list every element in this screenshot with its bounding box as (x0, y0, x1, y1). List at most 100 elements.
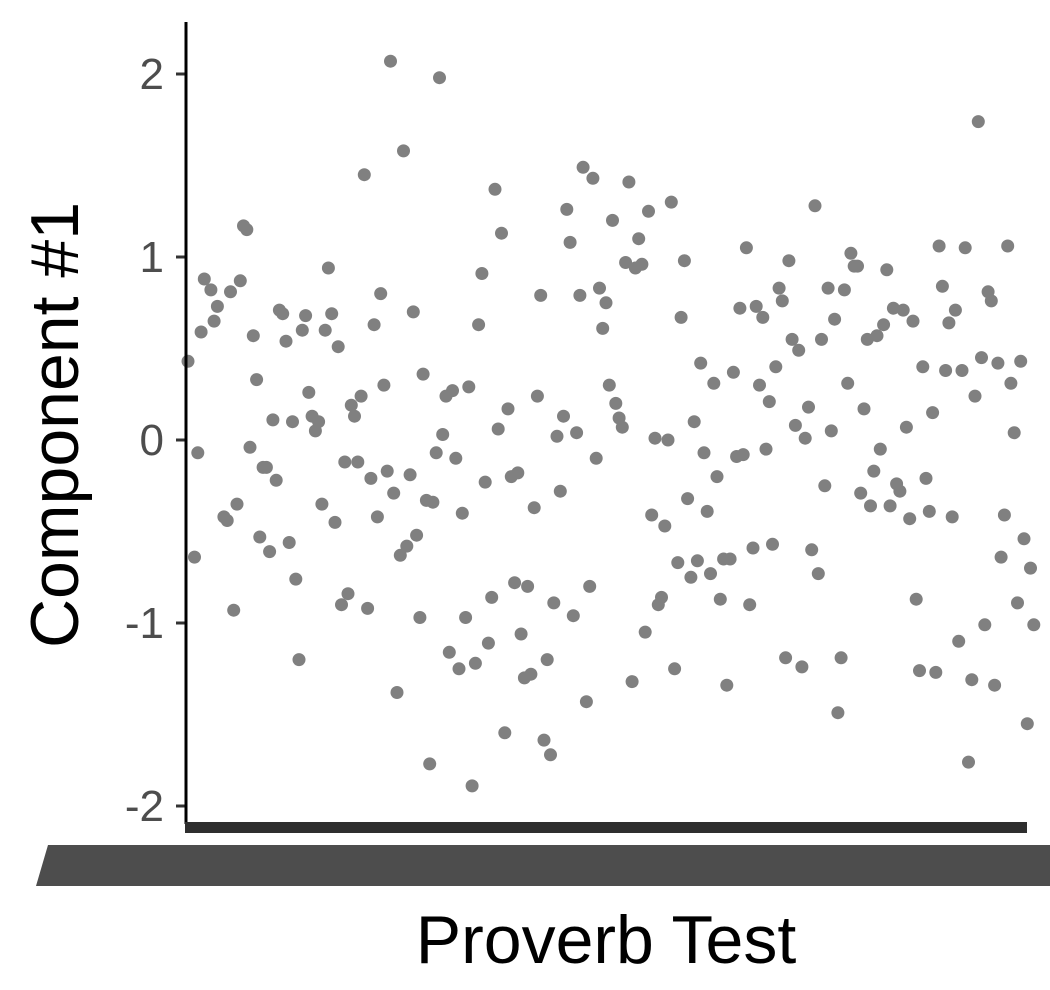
data-point (775, 294, 789, 308)
data-point (713, 592, 727, 606)
data-point (557, 409, 570, 423)
data-point (452, 662, 466, 676)
data-point (370, 510, 384, 524)
data-point (576, 160, 590, 174)
data-point (939, 364, 953, 377)
data-point (837, 283, 851, 297)
data-point (191, 446, 205, 460)
data-point (410, 528, 424, 542)
data-point (991, 356, 1005, 370)
data-point (472, 318, 486, 332)
data-point (459, 611, 473, 624)
data-point (958, 241, 972, 255)
data-point (534, 288, 548, 302)
data-point (540, 653, 554, 667)
data-point (625, 675, 639, 689)
data-point (994, 550, 1008, 564)
data-point (769, 360, 783, 374)
data-point (406, 305, 420, 319)
data-point (726, 365, 740, 379)
data-point (785, 332, 799, 346)
data-point (903, 512, 917, 526)
data-point (739, 241, 753, 255)
data-point (782, 254, 796, 268)
data-point (609, 396, 623, 410)
data-point (821, 281, 835, 295)
data-point (913, 664, 926, 678)
data-point (942, 316, 956, 330)
data-point (586, 171, 600, 185)
data-point (524, 667, 538, 681)
data-point (642, 204, 655, 218)
data-point (521, 579, 535, 593)
data-point (240, 223, 254, 237)
data-point (955, 364, 969, 377)
y-tick-label: 2 (140, 50, 164, 99)
x-axis-tick-label-band (36, 845, 1050, 886)
data-point (384, 54, 397, 68)
data-point (831, 706, 845, 720)
data-point (756, 310, 770, 324)
data-point (965, 673, 979, 687)
y-axis-ticks: 2 1 0 -1 -2 (125, 50, 186, 831)
data-point (599, 296, 613, 310)
data-point (690, 554, 704, 568)
data-point (1020, 717, 1034, 731)
data-point (338, 455, 352, 469)
data-point (589, 451, 603, 465)
data-point (413, 611, 427, 624)
data-point (423, 757, 437, 771)
data-point (1001, 239, 1015, 253)
data-point (811, 567, 825, 581)
data-point (593, 281, 606, 295)
data-point (495, 226, 508, 240)
data-point (527, 501, 541, 515)
data-point (436, 428, 450, 441)
data-point (537, 733, 551, 747)
data-point (658, 519, 672, 533)
data-point (276, 307, 290, 321)
data-point (292, 653, 306, 667)
data-point (560, 202, 574, 216)
data-point (808, 199, 822, 213)
data-point (286, 415, 299, 429)
data-point (968, 389, 982, 403)
data-point (766, 537, 779, 551)
data-point (664, 195, 678, 209)
data-point (315, 497, 329, 511)
data-point (508, 576, 522, 590)
data-point (655, 590, 668, 604)
data-point (909, 592, 923, 606)
data-point (563, 235, 577, 249)
data-point (802, 400, 815, 414)
data-point (935, 279, 949, 293)
data-point (736, 448, 750, 462)
data-point (302, 385, 316, 399)
x-axis-line (185, 822, 1027, 833)
data-point (233, 274, 247, 288)
data-point (834, 651, 848, 665)
data-point (1007, 426, 1021, 440)
data-point (387, 486, 401, 500)
data-point (550, 429, 564, 443)
data-point (475, 267, 489, 280)
data-point (380, 464, 394, 478)
data-point (795, 660, 809, 674)
data-point (544, 748, 557, 762)
data-point (351, 455, 365, 469)
data-point (253, 530, 267, 544)
data-point (501, 402, 515, 416)
data-point (344, 398, 358, 412)
data-point (446, 384, 459, 398)
data-point (204, 283, 218, 297)
data-point (547, 596, 561, 610)
data-point (583, 579, 597, 593)
data-point (282, 536, 296, 549)
data-point (886, 301, 900, 315)
y-tick-label: 0 (140, 416, 164, 465)
data-point (948, 303, 962, 317)
data-point (514, 627, 528, 641)
data-point (429, 446, 443, 460)
data-point (1014, 354, 1028, 368)
data-point (883, 499, 897, 513)
